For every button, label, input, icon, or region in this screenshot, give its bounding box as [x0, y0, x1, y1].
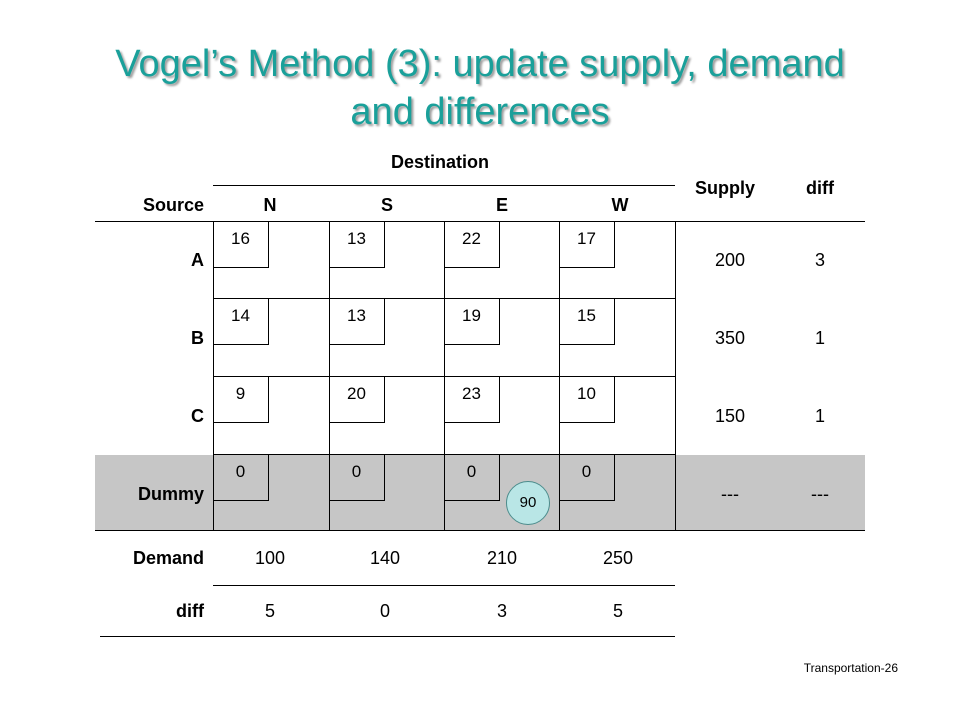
col-diff-value: 5 — [612, 601, 623, 621]
cost-cell: 10 — [559, 377, 615, 423]
cost-cell: 0 — [329, 455, 385, 501]
supply-header: Supply — [694, 178, 755, 198]
cost-cell: 9 — [213, 377, 269, 423]
cost-cell: 20 — [329, 377, 385, 423]
destination-header: Destination — [390, 152, 489, 172]
col-header-s: S — [380, 195, 393, 215]
row-diff-value: 1 — [814, 328, 825, 348]
slide-title: Vogel’s Method (3): update supply, deman… — [0, 40, 960, 136]
col-rule-0 — [213, 221, 214, 530]
cost-cell: 13 — [329, 222, 385, 268]
row-label-b: B — [191, 328, 204, 348]
supply-value: 200 — [714, 250, 746, 270]
cost-cell: 23 — [444, 377, 500, 423]
source-header: Source — [142, 195, 204, 215]
supply-value: 150 — [714, 406, 746, 426]
col-rule-1 — [329, 221, 330, 530]
slide-title-line2: and differences — [350, 91, 610, 133]
col-diff-value: 3 — [496, 601, 507, 621]
dummy-row-highlight — [95, 455, 865, 530]
demand-value: 140 — [369, 548, 401, 568]
supply-value: 350 — [714, 328, 746, 348]
demand-label: Demand — [132, 548, 204, 568]
row-label-a: A — [191, 250, 204, 270]
col-rule-4 — [675, 221, 676, 530]
cost-cell: 15 — [559, 299, 615, 345]
slide-title-line1: Vogel’s Method (3): update supply, deman… — [115, 43, 845, 85]
row-diff-value: --- — [811, 484, 829, 504]
demand-value: 210 — [486, 548, 518, 568]
diff-header: diff — [806, 178, 834, 198]
cost-cell: 13 — [329, 299, 385, 345]
cost-cell: 17 — [559, 222, 615, 268]
cost-cell: 0 — [213, 455, 269, 501]
cost-cell: 0 — [559, 455, 615, 501]
table-bottom-rule — [95, 530, 865, 531]
diff-rule — [100, 636, 675, 637]
col-diff-value: 0 — [379, 601, 390, 621]
col-rule-2 — [444, 221, 445, 530]
supply-value: --- — [721, 484, 739, 504]
demand-value: 100 — [254, 548, 286, 568]
col-diff-label: diff — [176, 601, 204, 621]
col-header-e: E — [495, 195, 508, 215]
row-diff-value: 3 — [814, 250, 825, 270]
allocation-circle: 90 — [506, 481, 550, 525]
cost-cell: 0 — [444, 455, 500, 501]
demand-rule — [213, 585, 675, 586]
slide-footer: Transportation-26 — [803, 661, 898, 675]
cost-cell: 22 — [444, 222, 500, 268]
header-rule — [95, 221, 865, 222]
destination-underline — [213, 185, 675, 186]
row-label-dummy: Dummy — [137, 484, 204, 504]
cost-cell: 19 — [444, 299, 500, 345]
row-diff-value: 1 — [814, 406, 825, 426]
col-diff-value: 5 — [264, 601, 275, 621]
cost-cell: 14 — [213, 299, 269, 345]
col-header-w: W — [611, 195, 629, 215]
row-label-c: C — [191, 406, 204, 426]
cost-cell: 16 — [213, 222, 269, 268]
col-header-n: N — [263, 195, 277, 215]
demand-value: 250 — [602, 548, 634, 568]
col-rule-3 — [559, 221, 560, 530]
